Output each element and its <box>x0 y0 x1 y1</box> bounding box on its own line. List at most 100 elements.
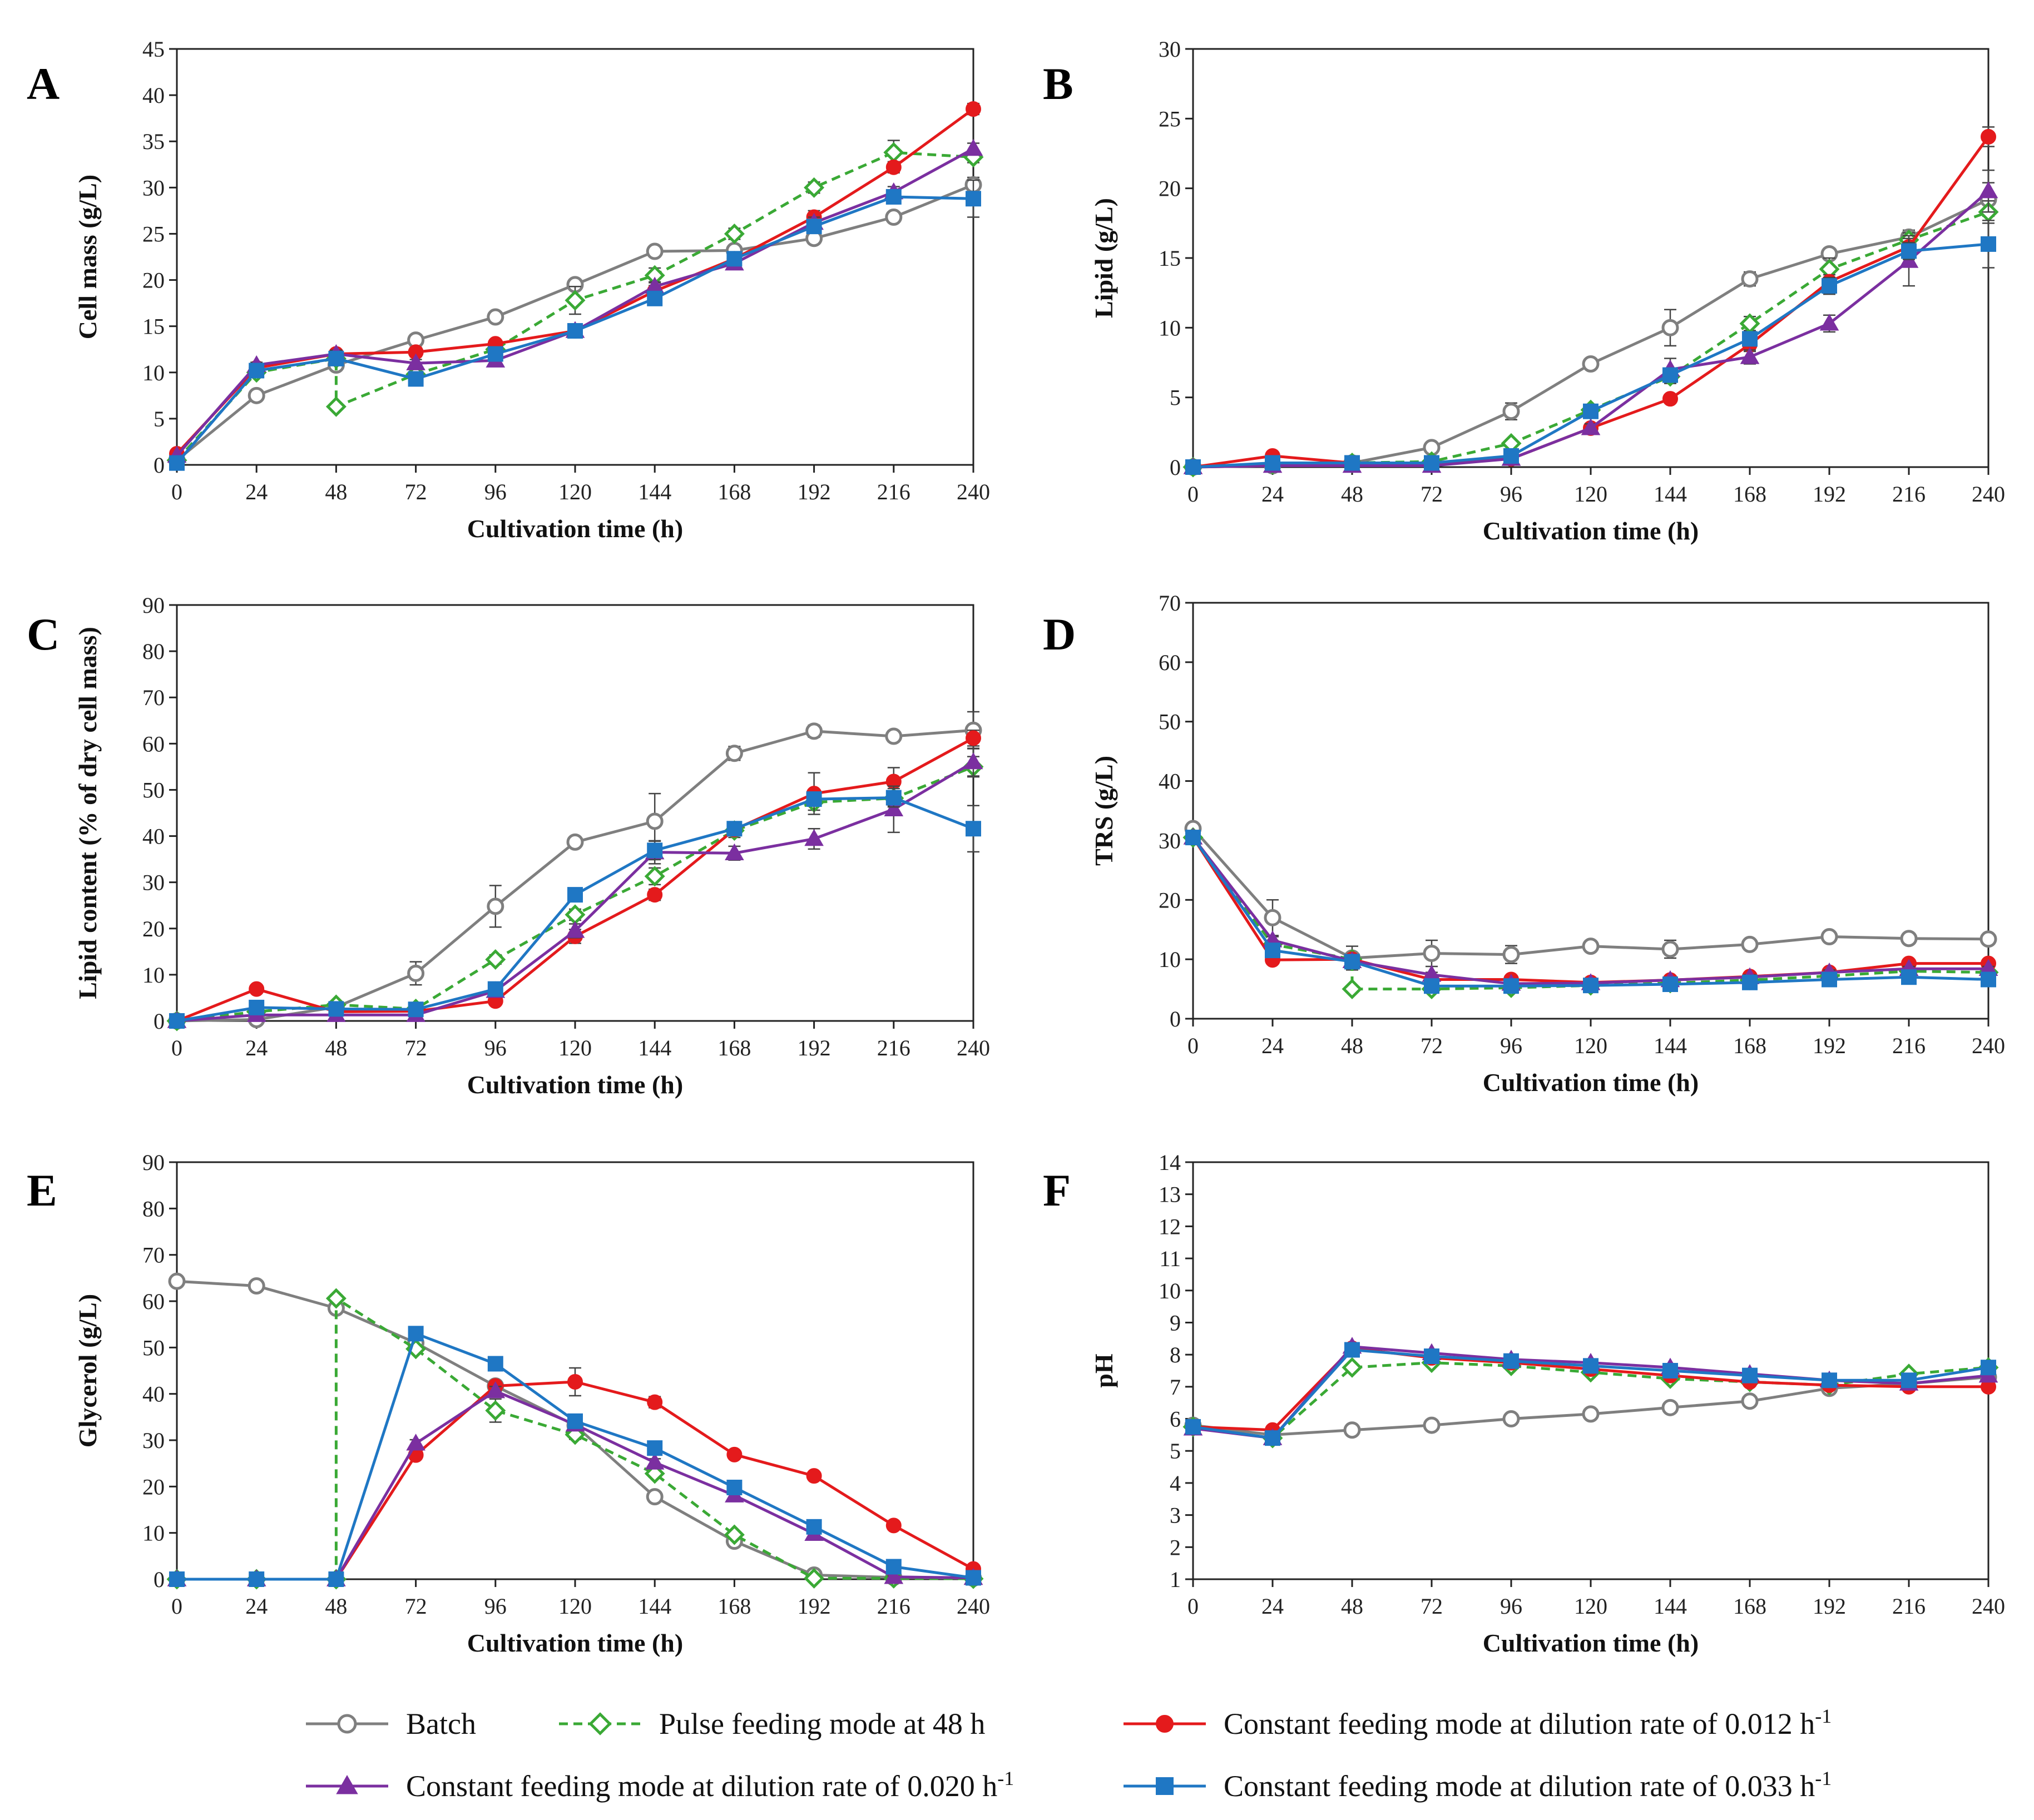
legend-item-c033: Constant feeding mode at dilution rate o… <box>1124 1767 1832 1803</box>
x-tick-label: 96 <box>484 1594 507 1619</box>
data-point <box>408 1001 424 1018</box>
x-tick-label: 240 <box>1972 1033 2005 1058</box>
data-point <box>647 290 663 306</box>
data-point <box>408 1326 424 1342</box>
x-tick-label: 192 <box>1813 1033 1846 1058</box>
data-point <box>169 455 185 471</box>
data-point <box>963 138 983 156</box>
panel-label: E <box>27 1165 57 1216</box>
data-point <box>966 821 981 837</box>
x-tick-label: 96 <box>484 479 507 504</box>
series-line <box>1191 836 1988 984</box>
data-point <box>1822 971 1837 988</box>
y-tick-label: 35 <box>142 129 165 154</box>
series-c012 <box>169 1367 981 1587</box>
data-point <box>487 1356 503 1372</box>
x-tick-label: 192 <box>798 1035 831 1060</box>
x-tick-label: 96 <box>1500 1594 1522 1619</box>
x-tick-label: 240 <box>1972 482 2005 507</box>
series-c033 <box>169 1326 981 1587</box>
y-axis-label: Lipid (g/L) <box>1090 198 1118 318</box>
data-point <box>726 251 743 267</box>
y-tick-label: 80 <box>142 1196 165 1221</box>
y-tick-label: 20 <box>1159 176 1181 201</box>
data-point <box>647 842 663 859</box>
x-tick-label: 240 <box>957 1035 990 1060</box>
y-tick-label: 70 <box>1159 591 1181 616</box>
data-point <box>1503 1353 1519 1369</box>
data-point <box>966 191 981 207</box>
data-point <box>885 790 902 806</box>
data-point <box>328 350 344 366</box>
x-tick-label: 0 <box>171 479 182 504</box>
y-tick-label: 0 <box>154 1009 165 1034</box>
data-point <box>487 308 504 326</box>
x-tick-label: 168 <box>1733 1033 1766 1058</box>
x-tick-label: 192 <box>798 479 831 504</box>
legend-superscript: -1 <box>997 1767 1014 1789</box>
x-tick-label: 216 <box>1892 482 1926 507</box>
y-tick-label: 15 <box>1159 246 1181 271</box>
data-point <box>1582 355 1600 373</box>
x-tick-label: 120 <box>1574 1594 1607 1619</box>
data-point <box>1583 403 1599 419</box>
x-tick-label: 144 <box>638 1035 671 1060</box>
y-tick-label: 10 <box>142 360 165 385</box>
data-point <box>1185 459 1201 475</box>
y-tick-label: 30 <box>1159 828 1181 853</box>
data-point <box>1661 319 1679 336</box>
series-line <box>176 151 974 462</box>
x-tick-label: 24 <box>1261 1033 1284 1058</box>
y-tick-label: 25 <box>1159 106 1181 131</box>
data-point <box>883 142 904 163</box>
y-tick-label: 10 <box>1159 315 1181 340</box>
chart-panel-b: B 0 5 10 15 20 25 30 0 24 48 72 96 120 144 168 192 216 240… <box>1043 37 2005 545</box>
y-tick-label: 8 <box>1170 1342 1181 1367</box>
data-point <box>1344 954 1360 970</box>
x-tick-label: 48 <box>1341 482 1363 507</box>
x-tick-label: 0 <box>1187 482 1199 507</box>
y-tick-label: 30 <box>142 870 165 895</box>
x-tick-label: 48 <box>1341 1033 1363 1058</box>
data-point <box>1901 1372 1917 1388</box>
x-axis-label: Cultivation time (h) <box>467 1070 683 1099</box>
data-point <box>565 1424 586 1445</box>
y-tick-label: 5 <box>1170 385 1181 410</box>
data-point <box>724 1524 745 1545</box>
x-tick-label: 72 <box>1421 1033 1443 1058</box>
data-point <box>328 1001 344 1017</box>
y-tick-label: 5 <box>154 406 165 432</box>
data-point <box>1344 1342 1360 1358</box>
series-pulse <box>166 1288 984 1590</box>
x-tick-label: 120 <box>1574 1033 1607 1058</box>
series-c033 <box>169 179 981 471</box>
data-point <box>169 1571 185 1587</box>
data-point <box>1583 1358 1599 1374</box>
data-point <box>485 1400 506 1421</box>
data-point <box>249 363 265 379</box>
data-point <box>885 727 903 745</box>
data-point <box>1662 976 1678 993</box>
x-tick-label: 216 <box>877 479 910 504</box>
data-point <box>1502 946 1520 964</box>
y-tick-label: 20 <box>1159 887 1181 913</box>
data-point <box>487 897 504 915</box>
data-point <box>1741 1392 1759 1410</box>
y-tick-label: 20 <box>142 268 165 293</box>
data-point <box>726 821 743 837</box>
data-point <box>1978 181 1998 199</box>
y-tick-label: 30 <box>142 1428 165 1453</box>
x-tick-label: 168 <box>717 479 751 504</box>
series-c033 <box>1185 220 1996 475</box>
x-tick-label: 72 <box>405 1035 427 1060</box>
y-tick-label: 70 <box>142 1243 165 1268</box>
data-point <box>1503 978 1519 994</box>
y-tick-label: 0 <box>154 1567 165 1592</box>
series-line <box>1191 836 1989 991</box>
legend-item-c020: Constant feeding mode at dilution rate o… <box>306 1767 1014 1803</box>
y-tick-label: 0 <box>1170 1006 1181 1032</box>
data-point <box>1582 938 1600 955</box>
data-point <box>486 1381 506 1399</box>
